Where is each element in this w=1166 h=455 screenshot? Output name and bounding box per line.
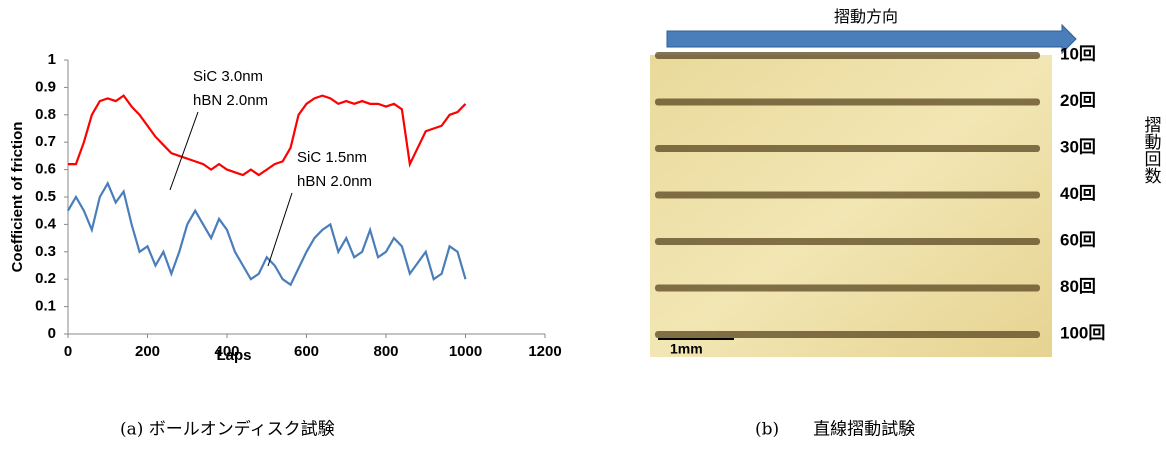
row-label: 40回 [1060,184,1096,203]
annotation-leader [267,192,293,267]
caption-b: (b) 直線摺動試験 [755,420,915,440]
x-tick-label: 800 [373,343,398,360]
x-tick-label: 600 [294,343,319,360]
wear-track [655,284,1040,292]
direction-label: 摺動方向 [834,8,898,26]
row-label: 20回 [1060,91,1096,110]
annotation: SiC 1.5nm [297,149,367,166]
series-line [67,180,467,287]
x-tick-label: 0 [64,343,72,360]
y-axis-label: Coefficient of friction [9,122,26,273]
count-axis-label: 摺動回数 [1142,116,1162,184]
micrograph [650,23,1077,357]
y-tick-label: 0.2 [35,270,56,287]
wear-track [655,52,1040,59]
wear-track [655,331,1040,338]
wear-track [655,145,1040,152]
direction-arrow [666,23,1077,55]
x-axis-label: Laps [216,347,251,364]
row-label: 60回 [1060,230,1096,249]
y-tick-label: 0.4 [35,215,57,232]
x-tick-label: 200 [135,343,160,360]
y-tick-label: 1 [48,51,56,68]
y-tick-label: 0.5 [35,188,56,205]
y-tick-label: 0.3 [35,243,56,260]
row-label: 100回 [1060,323,1105,342]
y-tick-label: 0.6 [35,161,56,178]
wear-track [655,238,1040,245]
y-tick-label: 0.1 [35,298,56,315]
row-label: 10回 [1060,44,1096,63]
row-label: 80回 [1060,277,1096,296]
y-tick-label: 0.9 [35,78,56,95]
x-tick-label: 1200 [528,343,561,360]
row-labels: 10回 20回 30回 40回 60回 80回 100回 [655,44,1105,342]
annotation: SiC 3.0nm [193,68,263,85]
chart: 0 0.1 0.2 0.3 0.4 0.5 0.6 0.7 0.8 0.9 1 0 200 400 600 8… [35,51,562,360]
series-line [68,94,467,177]
y-tick-label: 0.8 [35,106,56,123]
annotation: hBN 2.0nm [193,92,268,109]
x-tick-label: 1000 [449,343,482,360]
y-tick-label: 0 [48,325,56,342]
scale-label: 1mm [670,341,703,357]
caption-a: (a) ボールオンディスク試験 [120,419,335,440]
y-tick-label: 0.7 [35,133,56,150]
wear-track [655,98,1040,106]
row-label: 30回 [1060,137,1096,156]
annotation: hBN 2.0nm [297,173,372,190]
annotation-leader [169,111,199,191]
wear-track [655,191,1040,199]
x-tick-label: 400 [214,343,239,360]
